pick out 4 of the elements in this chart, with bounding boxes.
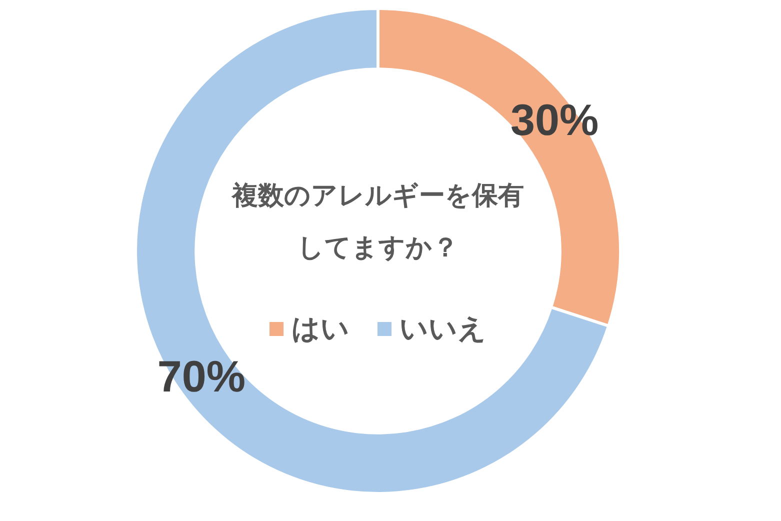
legend-label: はい [292, 311, 350, 347]
data-label: 70% [157, 352, 246, 402]
legend-label: いいえ [400, 311, 486, 347]
text: 複数のアレルギーを保有してますか？ [230, 180, 525, 265]
